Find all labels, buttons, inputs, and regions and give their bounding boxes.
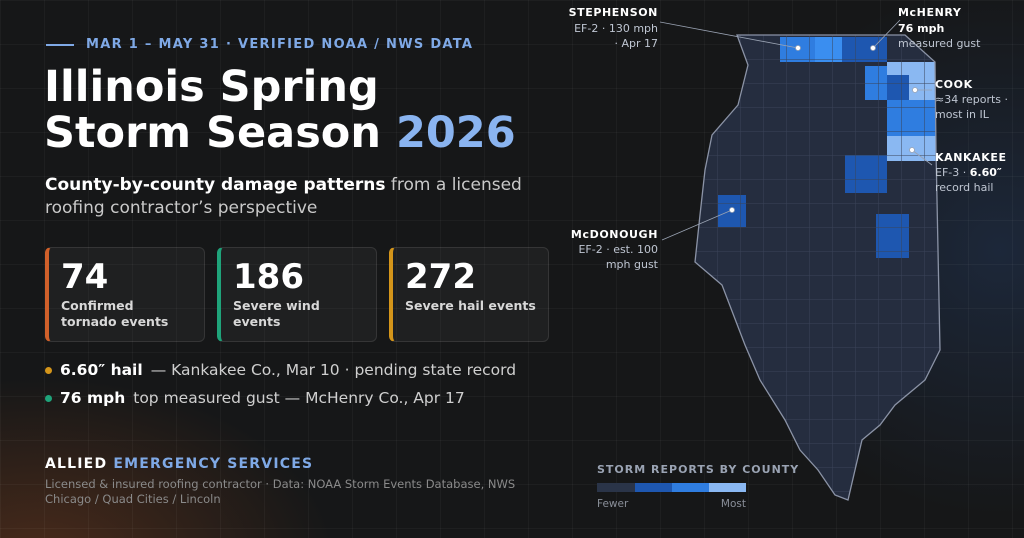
callout-text: EF-2 · est. 100 bbox=[578, 243, 658, 256]
title-line: Illinois Spring bbox=[44, 62, 379, 112]
legend-title: STORM REPORTS BY COUNTY bbox=[597, 463, 799, 476]
callout-bold: 6.60″ bbox=[970, 166, 1002, 179]
title: Illinois Spring Storm Season 2026 bbox=[44, 64, 516, 156]
legend-swatch bbox=[597, 483, 635, 492]
callout-text: ≈34 reports · bbox=[935, 93, 1008, 106]
highlight: 6.60″ hail — Kankakee Co., Mar 10 · pendi… bbox=[45, 361, 516, 379]
legend-swatch bbox=[672, 483, 709, 492]
callout-bold: 76 mph bbox=[898, 22, 944, 35]
callout-text: most in IL bbox=[935, 108, 990, 121]
callout-name: KANKAKEE bbox=[935, 151, 1007, 164]
callout-text: mph gust bbox=[606, 258, 659, 271]
legend-swatch bbox=[709, 483, 746, 492]
stat-value: 272 bbox=[405, 257, 476, 297]
callout-pre: EF-3 · bbox=[935, 166, 970, 179]
stat-card: 74 Confirmed tornado events bbox=[45, 247, 205, 342]
highlight-bold: 6.60″ hail bbox=[60, 361, 143, 379]
subtitle: County-by-county damage patterns from a … bbox=[45, 174, 565, 220]
subtitle-bold: County-by-county damage patterns bbox=[45, 175, 386, 195]
callout-name: STEPHENSON bbox=[569, 6, 658, 19]
highlight-text: top measured gust — McHenry Co., Apr 17 bbox=[133, 389, 465, 407]
brand-name: ALLIED bbox=[45, 456, 108, 472]
stat-value: 74 bbox=[61, 257, 109, 297]
callout-name: COOK bbox=[935, 78, 973, 91]
callout-text: EF-3 · 6.60″ bbox=[935, 166, 1002, 179]
eyebrow-text: MAR 1 – MAY 31 · VERIFIED NOAA / NWS DAT… bbox=[86, 37, 474, 52]
highlight-text: — Kankakee Co., Mar 10 · pending state r… bbox=[150, 361, 517, 379]
stat-label: Severe hail events bbox=[405, 298, 536, 313]
callouts: STEPHENSON EF-2 · 130 mph · Apr 17 McHEN… bbox=[569, 6, 1008, 271]
callout-text: measured gust bbox=[898, 37, 981, 50]
callout-name: McHENRY bbox=[898, 6, 962, 19]
title-line: Storm Season bbox=[44, 108, 381, 158]
leader-lines bbox=[659, 19, 933, 241]
callout-name: McDONOUGH bbox=[571, 228, 658, 241]
title-year: 2026 bbox=[395, 108, 516, 158]
callout-text: EF-2 · 130 mph bbox=[574, 22, 658, 35]
brand-accent: EMERGENCY SERVICES bbox=[113, 456, 314, 472]
stat-value: 186 bbox=[233, 257, 304, 297]
legend: STORM REPORTS BY COUNTY Fewer Most bbox=[597, 463, 799, 510]
legend-high: Most bbox=[721, 498, 746, 510]
brand: ALLIED EMERGENCY SERVICES bbox=[45, 456, 313, 472]
stat-card: 272 Severe hail events bbox=[389, 247, 549, 342]
eyebrow: MAR 1 – MAY 31 · VERIFIED NOAA / NWS DAT… bbox=[46, 37, 473, 52]
highlight-bold: 76 mph bbox=[60, 389, 126, 407]
callout-text: record hail bbox=[935, 181, 993, 194]
legend-low: Fewer bbox=[597, 498, 629, 510]
subtitle-rest: from a licensed roofing contractor’s per… bbox=[45, 175, 522, 218]
stat-label: Severe wind events bbox=[233, 298, 320, 329]
footer-note: Licensed & insured roofing contractor · … bbox=[45, 477, 516, 506]
state-fill bbox=[695, 35, 940, 500]
legend-swatch bbox=[635, 483, 672, 492]
callout-text: · Apr 17 bbox=[614, 37, 658, 50]
stat-label: Confirmed tornado events bbox=[61, 298, 169, 329]
highlight: 76 mph top measured gust — McHenry Co., A… bbox=[45, 389, 465, 407]
stat-card: 186 Severe wind events bbox=[217, 247, 377, 342]
